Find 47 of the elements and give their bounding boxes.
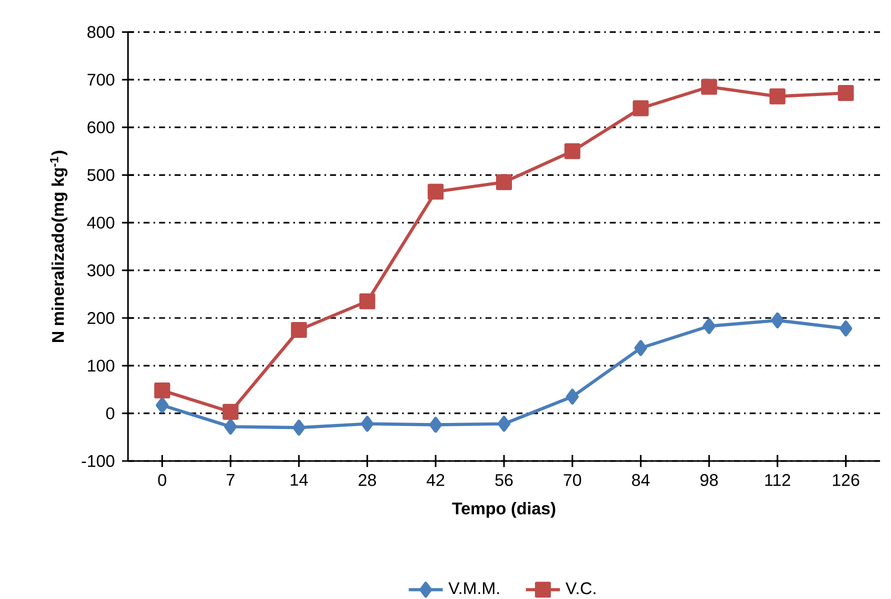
y-tick-label: 700 [88,74,114,86]
point [290,322,307,338]
point [634,340,648,356]
x-tick-label: 7 [226,474,234,486]
x-tick-label: 84 [632,474,650,486]
y-tick-label: 500 [87,169,114,181]
x-tick-label: 98 [700,474,718,486]
point [701,78,718,95]
y-tick-label: 400 [87,216,114,229]
point [771,312,784,328]
point [428,184,444,200]
y-tick-label: 600 [88,121,114,134]
point [429,416,442,433]
y-tick-label: 300 [87,264,114,276]
point [156,397,169,414]
point [292,420,306,436]
y-tick-label: 0 [106,407,114,420]
point [496,174,512,190]
x-tick-label: 112 [765,474,790,486]
y-tick-label: -100 [82,455,114,467]
point [360,416,374,432]
point [224,418,237,435]
legend-label: V.C. [566,582,596,594]
y-tick-label: 800 [87,26,114,38]
point [498,416,510,432]
x-tick-label: 56 [495,474,513,486]
x-tick-label: 42 [426,474,444,486]
x-axis-title: Tempo (dias) [452,502,556,518]
point [359,293,376,310]
point [769,88,786,104]
point [564,143,580,160]
y-tick-label: 200 [88,312,114,324]
x-tick-label: 126 [832,474,860,486]
x-tick-label: 0 [158,474,166,486]
y-axis-title: N mineralizado(mg kg$^{-1}$) [50,150,68,342]
point [222,404,239,420]
point [702,318,716,334]
point [632,100,649,116]
legend-label: V.M.M. [448,582,499,594]
y-tick-label: 100 [88,360,114,372]
point [154,382,170,398]
x-tick-label: 28 [358,474,376,486]
point [566,388,579,405]
x-tick-label: 14 [290,474,308,486]
point [838,85,854,101]
point [839,320,852,336]
x-tick-label: 70 [564,474,582,486]
